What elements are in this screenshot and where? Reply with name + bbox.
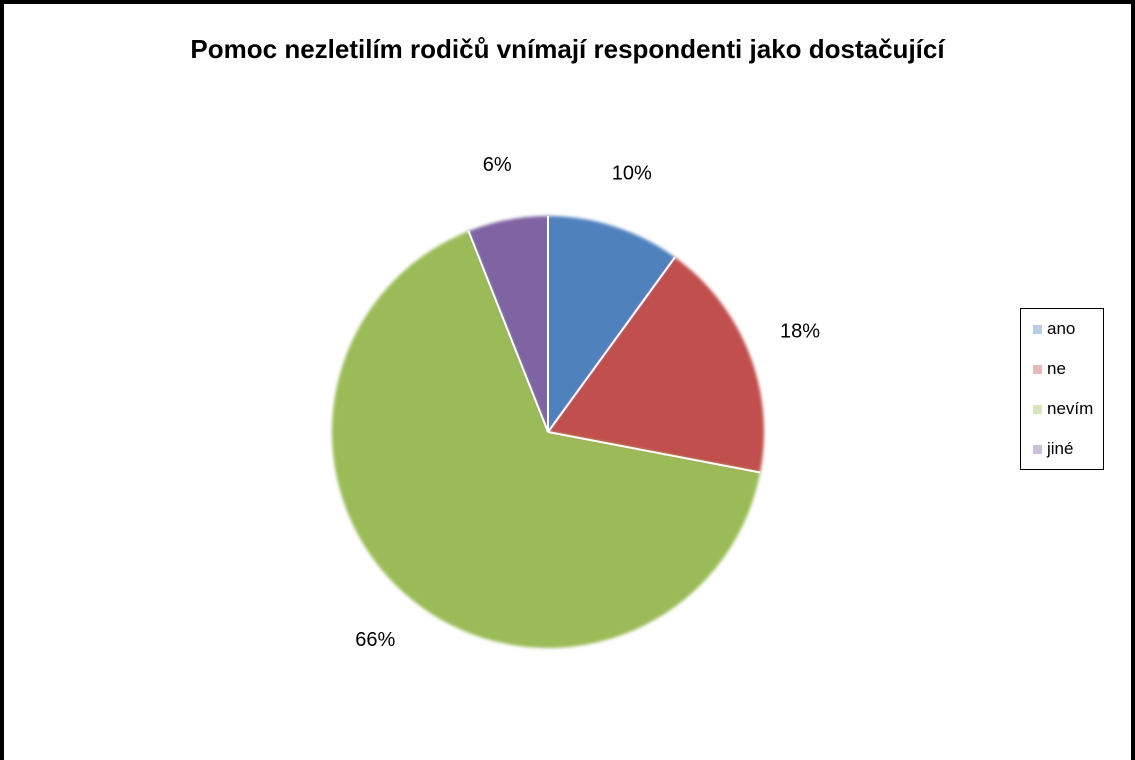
- legend-swatch-ne: [1033, 364, 1042, 374]
- chart-title: Pomoc nezletilím rodičů vnímají responde…: [190, 34, 945, 64]
- legend-swatch-ano: [1033, 324, 1042, 334]
- legend-label-jine: jiné: [1047, 439, 1074, 458]
- legend-item-ano: ano: [1033, 319, 1075, 339]
- legend-item-ne: ne: [1033, 359, 1066, 379]
- data-label-ne: 18%: [780, 321, 820, 343]
- slice-divider: [467, 230, 549, 433]
- pie-slice-ne: [548, 257, 764, 473]
- data-label-ano: 10%: [612, 163, 652, 185]
- slice-divider: [547, 431, 761, 474]
- data-label-nevim: 66%: [355, 629, 395, 651]
- pie-slice-jine: [468, 216, 548, 432]
- pie-slice-nevim: [332, 231, 761, 648]
- legend-item-jine: jiné: [1033, 439, 1073, 459]
- legend-label-ano: ano: [1047, 319, 1076, 338]
- legend-swatch-nevim: [1033, 404, 1042, 414]
- legend-label-ne: ne: [1047, 359, 1066, 378]
- slice-divider: [547, 256, 676, 433]
- legend-label-nevim: nevím: [1047, 399, 1094, 418]
- data-label-jine: 6%: [483, 154, 512, 176]
- legend-item-nevim: nevím: [1033, 399, 1093, 419]
- legend: ano ne nevím jiné: [1020, 308, 1104, 470]
- legend-swatch-jine: [1033, 444, 1042, 454]
- pie-slice-ano: [548, 216, 675, 432]
